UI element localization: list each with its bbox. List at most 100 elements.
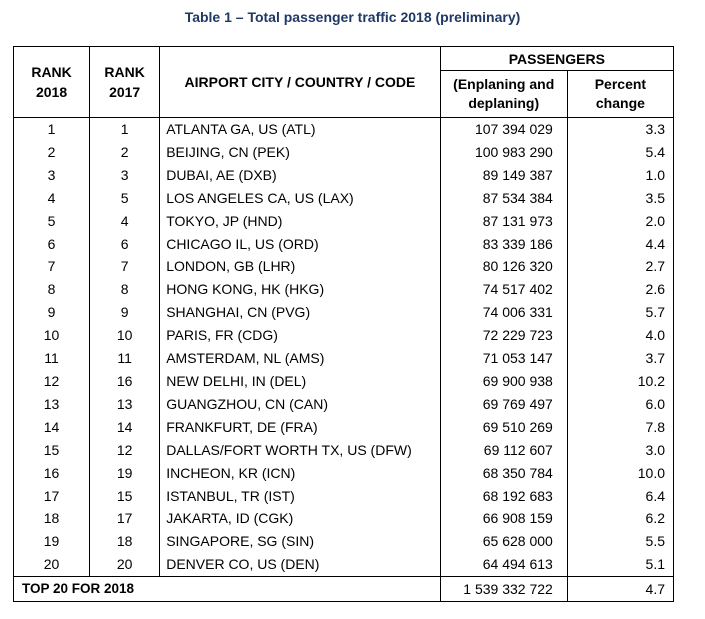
passengers-cell: 69 900 938 bbox=[439, 369, 568, 393]
airport-cell: INCHEON, KR (ICN) bbox=[159, 461, 441, 485]
rank-2018-cell: 10 bbox=[12, 324, 91, 348]
passengers-cell: 65 628 000 bbox=[439, 530, 568, 554]
table-row: 17 15 ISTANBUL, TR (IST) 68 192 683 6.4 bbox=[12, 484, 675, 508]
header-enplaning: (Enplaning and deplaning) bbox=[439, 70, 568, 118]
table-row: 4 5 LOS ANGELES CA, US (LAX) 87 534 384 3.5 bbox=[12, 186, 675, 210]
header-percent-change: Percent change bbox=[566, 70, 675, 118]
airport-cell: GUANGZHOU, CN (CAN) bbox=[159, 392, 441, 416]
total-row: TOP 20 FOR 2018 1 539 332 722 4.7 bbox=[13, 576, 675, 603]
percent-change-cell: 5.7 bbox=[566, 301, 675, 325]
rank-2018-cell: 17 bbox=[12, 484, 91, 508]
rank-2017-cell: 13 bbox=[89, 392, 161, 416]
table-row: 2 2 BEIJING, CN (PEK) 100 983 290 5.4 bbox=[12, 140, 675, 164]
airport-cell: SINGAPORE, SG (SIN) bbox=[159, 530, 441, 554]
passengers-cell: 80 126 320 bbox=[439, 255, 568, 279]
rank-2018-cell: 9 bbox=[12, 301, 91, 325]
rank-2018-cell: 16 bbox=[12, 461, 91, 485]
rank-2017-cell: 14 bbox=[89, 415, 161, 439]
header-airport: AIRPORT CITY / COUNTRY / CODE bbox=[159, 46, 441, 118]
percent-change-cell: 3.3 bbox=[566, 117, 675, 141]
passengers-cell: 83 339 186 bbox=[439, 232, 568, 256]
passengers-cell: 72 229 723 bbox=[439, 324, 568, 348]
percent-change-cell: 10.0 bbox=[566, 461, 675, 485]
table-row: 14 14 FRANKFURT, DE (FRA) 69 510 269 7.8 bbox=[12, 415, 675, 439]
rank-2017-cell: 8 bbox=[89, 278, 161, 302]
rank-2017-cell: 16 bbox=[89, 369, 161, 393]
table-row: 10 10 PARIS, FR (CDG) 72 229 723 4.0 bbox=[12, 324, 675, 348]
table-row: 3 3 DUBAI, AE (DXB) 89 149 387 1.0 bbox=[12, 163, 675, 187]
rank-2017-cell: 4 bbox=[89, 209, 161, 233]
table-row: 16 19 INCHEON, KR (ICN) 68 350 784 10.0 bbox=[12, 461, 675, 485]
percent-change-cell: 10.2 bbox=[566, 369, 675, 393]
airport-cell: HONG KONG, HK (HKG) bbox=[159, 278, 441, 302]
airport-cell: LOS ANGELES CA, US (LAX) bbox=[159, 186, 441, 210]
percent-change-cell: 2.0 bbox=[566, 209, 675, 233]
rank-2017-cell: 2 bbox=[89, 140, 161, 164]
rank-2017-cell: 7 bbox=[89, 255, 161, 279]
passengers-cell: 66 908 159 bbox=[439, 507, 568, 531]
header-passengers: PASSENGERS bbox=[439, 46, 675, 71]
passengers-cell: 69 112 607 bbox=[439, 438, 568, 462]
airport-cell: TOKYO, JP (HND) bbox=[159, 209, 441, 233]
rank-2017-cell: 9 bbox=[89, 301, 161, 325]
passengers-cell: 68 192 683 bbox=[439, 484, 568, 508]
airport-cell: AMSTERDAM, NL (AMS) bbox=[159, 347, 441, 370]
table-row: 12 16 NEW DELHI, IN (DEL) 69 900 938 10.2 bbox=[12, 369, 675, 393]
rank-2017-cell: 15 bbox=[89, 484, 161, 508]
rank-2018-cell: 19 bbox=[12, 530, 91, 554]
airport-cell: JAKARTA, ID (CGK) bbox=[159, 507, 441, 531]
rank-2018-cell: 8 bbox=[12, 278, 91, 302]
passengers-cell: 69 510 269 bbox=[439, 415, 568, 439]
rank-2017-cell: 17 bbox=[89, 507, 161, 531]
passenger-traffic-table: RANK 2018 RANK 2017 AIRPORT CITY / COUNTRY… bbox=[12, 46, 675, 603]
airport-cell: CHICAGO IL, US (ORD) bbox=[159, 232, 441, 256]
passengers-cell: 68 350 784 bbox=[439, 461, 568, 485]
rank-2017-cell: 1 bbox=[89, 117, 161, 141]
table-row: 18 17 JAKARTA, ID (CGK) 66 908 159 6.2 bbox=[12, 507, 675, 531]
rank-2018-cell: 2 bbox=[12, 140, 91, 164]
airport-cell: DENVER CO, US (DEN) bbox=[159, 553, 441, 577]
passengers-cell: 87 131 973 bbox=[439, 209, 568, 233]
total-passengers: 1 539 332 722 bbox=[439, 576, 568, 603]
rank-2018-cell: 7 bbox=[12, 255, 91, 279]
passengers-cell: 64 494 613 bbox=[439, 553, 568, 577]
header-rank-2017: RANK 2017 bbox=[89, 46, 161, 118]
rank-2017-cell: 20 bbox=[89, 553, 161, 577]
airport-cell: SHANGHAI, CN (PVG) bbox=[159, 301, 441, 325]
table-row: 8 8 HONG KONG, HK (HKG) 74 517 402 2.6 bbox=[12, 278, 675, 302]
table-row: 6 6 CHICAGO IL, US (ORD) 83 339 186 4.4 bbox=[12, 232, 675, 256]
rank-2017-cell: 19 bbox=[89, 461, 161, 485]
table-title: Table 1 – Total passenger traffic 2018 (… bbox=[184, 9, 521, 25]
percent-change-cell: 6.4 bbox=[566, 484, 675, 508]
rank-2018-cell: 20 bbox=[12, 553, 91, 577]
percent-change-cell: 5.1 bbox=[566, 553, 675, 577]
passengers-cell: 74 006 331 bbox=[439, 301, 568, 325]
airport-cell: ATLANTA GA, US (ATL) bbox=[159, 117, 441, 141]
percent-change-cell: 1.0 bbox=[566, 163, 675, 187]
table-row: 19 18 SINGAPORE, SG (SIN) 65 628 000 5.5 bbox=[12, 530, 675, 554]
percent-change-cell: 7.8 bbox=[566, 415, 675, 439]
rank-2018-cell: 15 bbox=[12, 438, 91, 462]
table-row: 11 11 AMSTERDAM, NL (AMS) 71 053 147 3.7 bbox=[12, 347, 675, 370]
rank-2018-cell: 14 bbox=[12, 415, 91, 439]
table-row: 9 9 SHANGHAI, CN (PVG) 74 006 331 5.7 bbox=[12, 301, 675, 325]
airport-cell: FRANKFURT, DE (FRA) bbox=[159, 415, 441, 439]
percent-change-cell: 4.4 bbox=[566, 232, 675, 256]
rank-2018-cell: 5 bbox=[12, 209, 91, 233]
rank-2018-cell: 13 bbox=[12, 392, 91, 416]
passengers-cell: 71 053 147 bbox=[439, 347, 568, 370]
rank-2017-cell: 6 bbox=[89, 232, 161, 256]
airport-cell: DALLAS/FORT WORTH TX, US (DFW) bbox=[159, 438, 441, 462]
rank-2018-cell: 4 bbox=[12, 186, 91, 210]
rank-2018-cell: 18 bbox=[12, 507, 91, 531]
airport-cell: LONDON, GB (LHR) bbox=[159, 255, 441, 279]
rank-2018-cell: 1 bbox=[12, 117, 91, 141]
table-row: 1 1 ATLANTA GA, US (ATL) 107 394 029 3.3 bbox=[12, 117, 675, 141]
airport-cell: BEIJING, CN (PEK) bbox=[159, 140, 441, 164]
percent-change-cell: 3.5 bbox=[566, 186, 675, 210]
header-rank-2018: RANK 2018 bbox=[12, 46, 91, 118]
rank-2017-cell: 11 bbox=[89, 347, 161, 370]
airport-cell: ISTANBUL, TR (IST) bbox=[159, 484, 441, 508]
passengers-cell: 100 983 290 bbox=[439, 140, 568, 164]
passengers-cell: 107 394 029 bbox=[439, 117, 568, 141]
